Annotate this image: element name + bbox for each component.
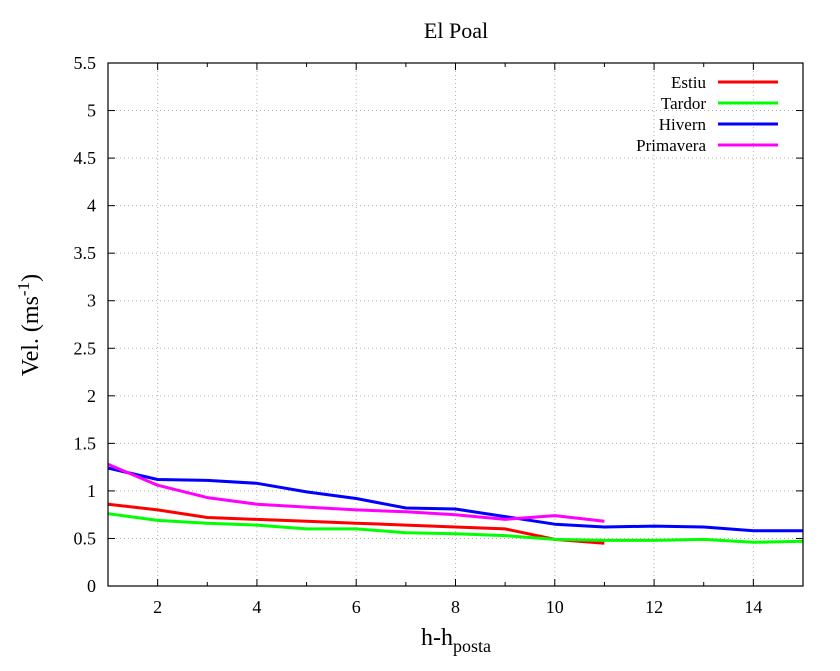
axis-ticks (107, 62, 804, 587)
y-tick-label: 0 (87, 576, 96, 596)
y-tick-label: 2 (87, 386, 96, 406)
legend-label: Estiu (671, 73, 706, 92)
y-tick-label: 1 (87, 481, 96, 501)
y-tick-label: 4.5 (74, 148, 97, 168)
x-tick-label: 10 (546, 597, 564, 617)
x-tick-label: 8 (451, 597, 460, 617)
legend-label: Tardor (661, 94, 706, 113)
legend-label: Primavera (636, 136, 706, 155)
series-line-estiu (107, 502, 605, 545)
x-axis-title: h-hposta (421, 625, 491, 656)
x-axis-title-main: h-h (421, 625, 453, 651)
x-tick-label: 12 (645, 597, 663, 617)
chart-title: El Poal (424, 18, 488, 43)
y-tick-label: 5 (87, 101, 96, 121)
y-tick-label: 5.5 (74, 53, 97, 73)
x-tick-label: 6 (352, 597, 361, 617)
series-line-tardor (107, 512, 804, 544)
x-tick-label: 14 (744, 597, 762, 617)
legend-label: Hivern (659, 115, 707, 134)
y-axis-title-main: Vel. (ms (18, 296, 44, 376)
y-tick-label: 3 (87, 291, 96, 311)
tick-labels: 0 0.5 1 1.5 2 2.5 3 3.5 4 4.5 5 5.5 2 4 6 8 10 12 14 (74, 53, 763, 617)
series-lines (107, 462, 804, 545)
y-tick-label: 1.5 (74, 433, 97, 453)
series-line-primavera (107, 462, 605, 523)
y-axis-title: Vel. (ms-1) (14, 274, 44, 376)
x-tick-label: 2 (153, 597, 162, 617)
x-axis-title-subscript: posta (453, 636, 491, 656)
y-tick-label: 0.5 (74, 528, 97, 548)
y-tick-label: 3.5 (74, 243, 97, 263)
x-tick-label: 4 (252, 597, 261, 617)
y-axis-title-superscript: -1 (14, 282, 33, 296)
y-tick-label: 4 (87, 196, 96, 216)
legend: Estiu Tardor Hivern Primavera (636, 73, 778, 155)
y-axis-title-close: ) (18, 274, 44, 282)
y-tick-label: 2.5 (74, 338, 97, 358)
series-line-hivern (107, 466, 803, 533)
